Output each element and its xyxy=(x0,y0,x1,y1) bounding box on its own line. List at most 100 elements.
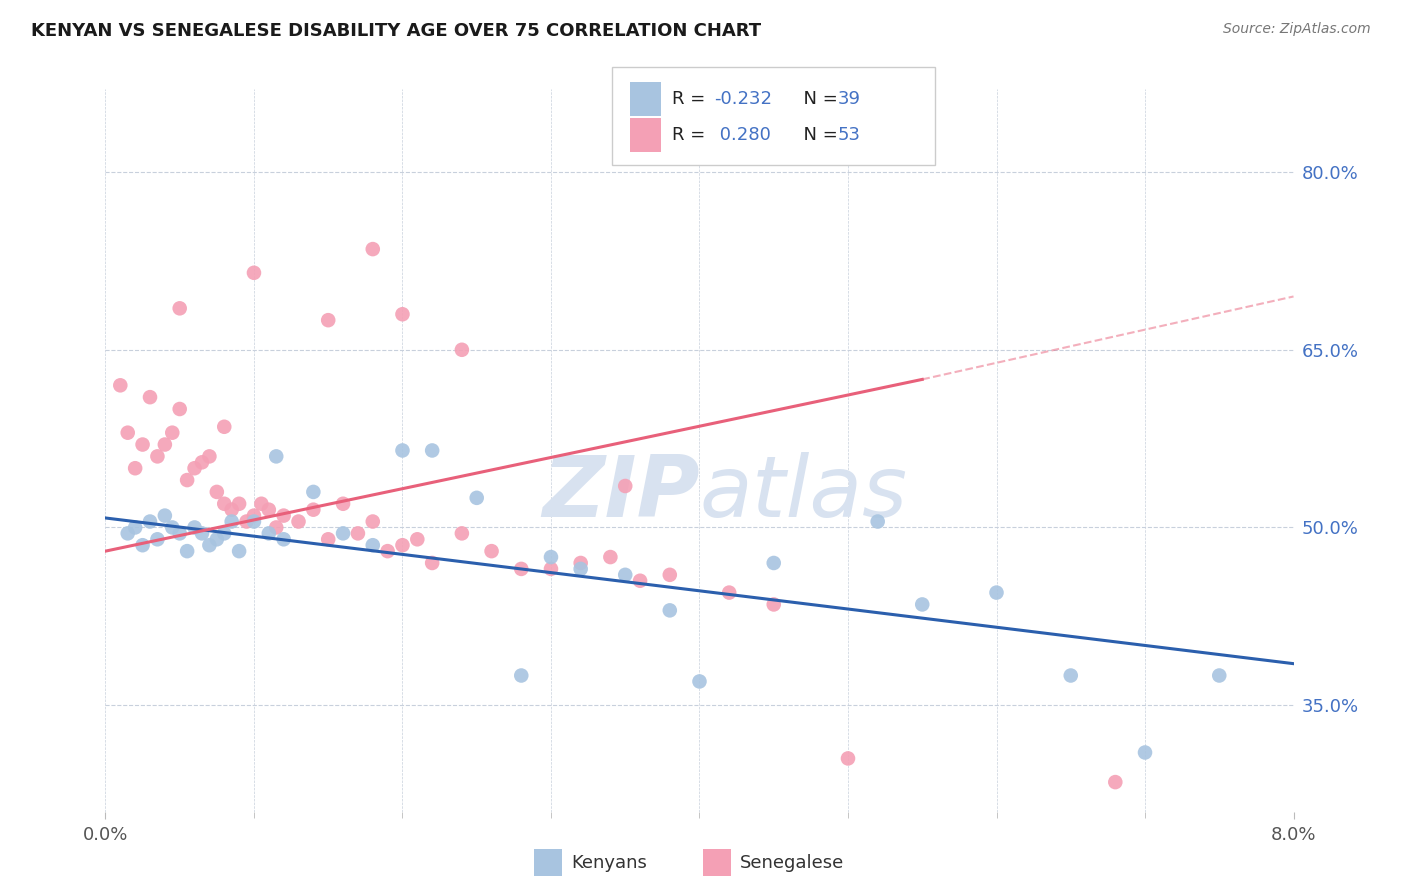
Point xyxy=(250,497,273,511)
Point xyxy=(481,544,503,558)
Point xyxy=(264,450,287,464)
Point xyxy=(146,450,169,464)
Text: KENYAN VS SENEGALESE DISABILITY AGE OVER 75 CORRELATION CHART: KENYAN VS SENEGALESE DISABILITY AGE OVER… xyxy=(31,22,761,40)
Text: Senegalese: Senegalese xyxy=(740,854,844,871)
Point xyxy=(986,585,1008,599)
Point xyxy=(191,455,214,469)
Point xyxy=(361,515,384,529)
Point xyxy=(162,520,184,534)
Point xyxy=(332,526,354,541)
Point xyxy=(911,598,934,612)
Point xyxy=(183,461,205,475)
Point xyxy=(235,515,257,529)
Text: Kenyans: Kenyans xyxy=(571,854,647,871)
Point xyxy=(569,556,592,570)
Point xyxy=(146,533,169,547)
Point xyxy=(614,567,637,582)
Point xyxy=(450,526,472,541)
Text: R =: R = xyxy=(672,126,711,144)
Point xyxy=(837,751,859,765)
Point xyxy=(347,526,370,541)
Point xyxy=(628,574,651,588)
Point xyxy=(316,313,339,327)
Point xyxy=(243,266,266,280)
Point xyxy=(139,390,162,404)
Point xyxy=(162,425,184,440)
Point xyxy=(1060,668,1083,682)
Point xyxy=(214,419,236,434)
Point xyxy=(377,544,399,558)
Point xyxy=(614,479,637,493)
Point xyxy=(540,550,562,565)
Point xyxy=(361,242,384,256)
Point xyxy=(257,526,280,541)
Point xyxy=(420,443,443,458)
Point xyxy=(153,437,176,451)
Point xyxy=(1104,775,1126,789)
Point xyxy=(110,378,132,392)
Point xyxy=(718,585,741,599)
Text: N =: N = xyxy=(792,126,844,144)
Point xyxy=(273,508,295,523)
Point xyxy=(183,520,205,534)
Text: 39: 39 xyxy=(838,90,860,108)
Point xyxy=(599,550,621,565)
Point xyxy=(391,443,413,458)
Point xyxy=(221,515,243,529)
Point xyxy=(1133,746,1156,760)
Point xyxy=(139,515,162,529)
Point xyxy=(569,562,592,576)
Point xyxy=(205,533,228,547)
Point xyxy=(117,526,139,541)
Point xyxy=(228,544,250,558)
Point xyxy=(273,533,295,547)
Text: atlas: atlas xyxy=(700,452,907,535)
Point xyxy=(866,515,889,529)
Point xyxy=(658,603,681,617)
Point xyxy=(762,598,785,612)
Point xyxy=(169,526,191,541)
Point xyxy=(176,473,198,487)
Point xyxy=(391,538,413,552)
Point xyxy=(198,538,221,552)
Point xyxy=(243,508,266,523)
Text: -0.232: -0.232 xyxy=(714,90,772,108)
Point xyxy=(658,567,681,582)
Point xyxy=(287,515,309,529)
Point xyxy=(124,520,146,534)
Point xyxy=(689,674,711,689)
Point xyxy=(221,502,243,516)
Point xyxy=(243,515,266,529)
Point xyxy=(762,556,785,570)
Text: N =: N = xyxy=(792,90,844,108)
Text: ZIP: ZIP xyxy=(541,452,700,535)
Text: 0.280: 0.280 xyxy=(714,126,770,144)
Text: Source: ZipAtlas.com: Source: ZipAtlas.com xyxy=(1223,22,1371,37)
Point xyxy=(540,562,562,576)
Point xyxy=(465,491,488,505)
Point xyxy=(510,668,533,682)
Point xyxy=(214,497,236,511)
Text: 53: 53 xyxy=(838,126,860,144)
Point xyxy=(264,520,287,534)
Point xyxy=(169,402,191,417)
Point xyxy=(391,307,413,321)
Point xyxy=(191,526,214,541)
Point xyxy=(510,562,533,576)
Point xyxy=(302,484,325,499)
Point xyxy=(316,533,339,547)
Point xyxy=(257,502,280,516)
Point xyxy=(450,343,472,357)
Point xyxy=(131,538,153,552)
Point xyxy=(1208,668,1230,682)
Point xyxy=(205,484,228,499)
Point xyxy=(302,502,325,516)
Point xyxy=(117,425,139,440)
Text: R =: R = xyxy=(672,90,711,108)
Point xyxy=(332,497,354,511)
Point xyxy=(169,301,191,316)
Point xyxy=(420,556,443,570)
Point xyxy=(228,497,250,511)
Point xyxy=(153,508,176,523)
Point xyxy=(406,533,429,547)
